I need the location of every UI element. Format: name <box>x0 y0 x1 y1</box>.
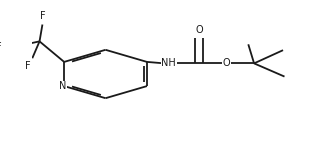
Text: F: F <box>25 61 31 71</box>
Text: O: O <box>223 58 230 68</box>
Text: F: F <box>40 11 45 21</box>
Text: F: F <box>0 42 2 52</box>
Text: N: N <box>59 81 66 91</box>
Text: O: O <box>195 25 203 35</box>
Text: NH: NH <box>161 58 176 68</box>
